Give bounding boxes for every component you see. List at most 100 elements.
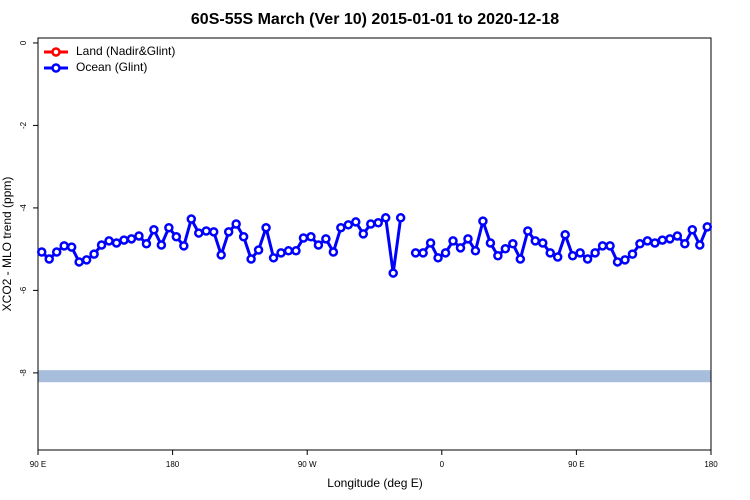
x-tick-label: 180	[166, 460, 180, 469]
series-point	[620, 255, 630, 265]
series-point	[395, 213, 406, 223]
series-point	[650, 238, 660, 248]
series-point	[179, 241, 189, 251]
series-point	[590, 248, 600, 258]
series-point	[276, 248, 286, 258]
series-point	[89, 249, 99, 259]
series-point	[104, 236, 114, 246]
x-axis-label: Longitude (deg E)	[327, 476, 422, 490]
series-point	[455, 243, 466, 253]
series-point	[560, 229, 570, 240]
series-point	[538, 238, 548, 248]
y-axis-label: XCO2 - MLO trend (ppm)	[0, 177, 14, 312]
legend-marker	[51, 47, 61, 57]
series-point	[201, 226, 211, 236]
series-point	[253, 245, 264, 255]
series-point	[418, 248, 428, 258]
series-point	[36, 247, 47, 257]
y-tick-label: 0	[19, 40, 28, 45]
series-point	[463, 234, 473, 244]
x-tick-label: 180	[704, 460, 718, 469]
legend-label: Land (Nadir&Glint)	[76, 44, 175, 58]
series-point	[216, 250, 226, 260]
series-point	[366, 219, 376, 229]
series-point	[208, 227, 219, 237]
series-point	[246, 254, 256, 264]
series-point	[141, 239, 152, 249]
series-point	[171, 232, 182, 242]
series-point	[119, 235, 129, 245]
series-point	[231, 219, 241, 229]
plot-frame	[37, 37, 712, 451]
series-point	[552, 252, 563, 262]
y-tick-label: -8	[19, 369, 28, 377]
y-tick-label: -2	[19, 121, 28, 129]
series-point	[298, 233, 309, 243]
x-tick-label: 90 E	[568, 460, 584, 469]
series-point	[642, 236, 653, 246]
series-point	[321, 234, 331, 244]
series-point	[470, 246, 481, 256]
series-point	[440, 248, 451, 258]
series-point	[306, 232, 316, 242]
series-point	[81, 255, 92, 265]
series-point	[665, 234, 675, 244]
series-point	[612, 257, 623, 267]
series-point	[478, 216, 488, 226]
series-point	[575, 248, 585, 258]
series-point	[149, 225, 159, 235]
series-point	[268, 253, 279, 263]
series-point	[156, 240, 167, 250]
series-point	[508, 239, 518, 249]
series-point	[388, 268, 398, 278]
y-tick-label: -6	[19, 286, 28, 294]
series-point	[485, 238, 496, 248]
series-point	[530, 236, 541, 246]
series-point	[261, 222, 271, 233]
series-point	[635, 239, 645, 249]
series-point	[695, 240, 705, 250]
series-point	[126, 234, 137, 244]
series-point	[425, 238, 436, 248]
series-point	[74, 257, 84, 267]
series-point	[186, 214, 197, 224]
series-point	[66, 242, 77, 252]
series-point	[291, 246, 301, 256]
series-point	[96, 240, 107, 250]
series-point	[328, 247, 339, 257]
series-point	[680, 239, 690, 249]
series-point	[223, 227, 234, 237]
series-point	[164, 222, 174, 233]
series-point	[111, 238, 122, 248]
series-point	[194, 228, 204, 238]
series-point	[627, 249, 638, 259]
series-point	[51, 247, 62, 257]
series-point	[336, 222, 346, 233]
series-point	[515, 254, 526, 264]
series-point	[687, 225, 698, 235]
series-point	[410, 248, 421, 258]
series-point	[44, 254, 54, 264]
series-point	[448, 236, 458, 246]
y-tick-label: -4	[19, 204, 28, 212]
series-point	[523, 226, 533, 236]
x-tick-label: 0	[440, 460, 445, 469]
series-point	[59, 241, 69, 251]
series-point	[672, 231, 683, 241]
series-point	[134, 231, 144, 241]
series-point	[313, 240, 324, 250]
series-point	[702, 222, 713, 232]
series-point	[433, 253, 443, 263]
x-tick-label: 90 W	[298, 460, 317, 469]
series-point	[582, 254, 593, 264]
series-point	[597, 241, 608, 251]
series-point	[373, 218, 383, 228]
chart-title: 60S-55S March (Ver 10) 2015-01-01 to 202…	[191, 11, 559, 28]
series-point	[545, 248, 555, 258]
series-point	[343, 220, 354, 230]
legend-marker	[51, 63, 61, 73]
series-point	[605, 241, 615, 251]
series-point	[493, 251, 503, 261]
